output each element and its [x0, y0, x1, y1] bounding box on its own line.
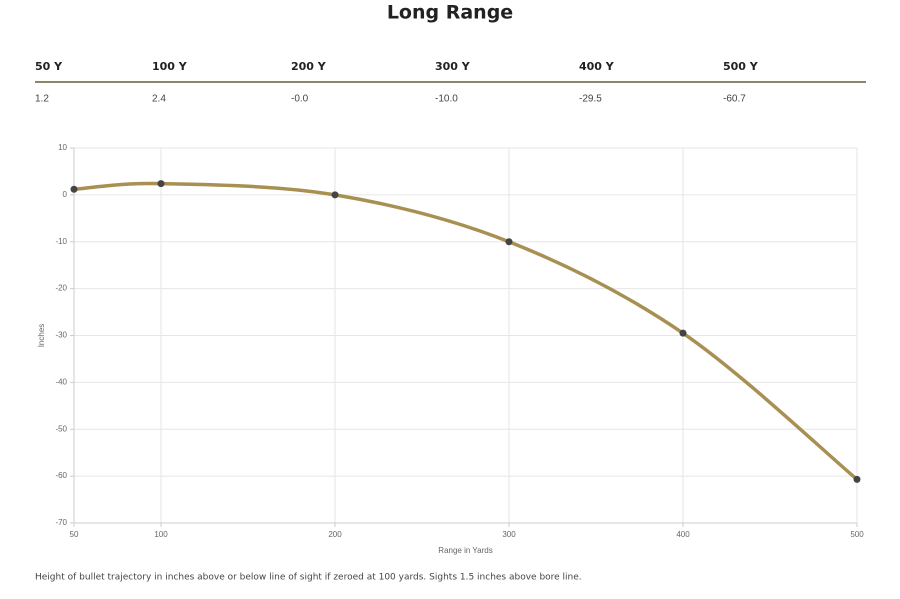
table-header: 50 Y — [35, 60, 63, 73]
data-point — [853, 475, 861, 483]
data-point — [679, 329, 687, 337]
y-axis-label: Inches — [37, 324, 46, 348]
y-tick-label: -60 — [55, 471, 67, 480]
table-cell: -10.0 — [435, 94, 458, 105]
x-axis-label: Range in Yards — [438, 546, 492, 555]
table-cell: 1.2 — [35, 94, 49, 105]
footnote: Height of bullet trajectory in inches ab… — [35, 573, 582, 583]
y-tick-label: 10 — [58, 143, 67, 152]
y-tick-label: -40 — [55, 377, 67, 386]
trajectory-line — [73, 181, 859, 481]
x-tick-label: 200 — [328, 530, 342, 539]
y-tick-label: -50 — [55, 424, 67, 433]
page-title: Long Range — [387, 2, 513, 24]
y-tick-label: -70 — [55, 518, 67, 527]
x-tick-label: 400 — [676, 530, 690, 539]
x-tick-label: 100 — [154, 530, 168, 539]
data-point — [505, 238, 513, 246]
y-tick-label: -10 — [55, 237, 67, 246]
x-tick-label: 50 — [70, 530, 79, 539]
table-header: 500 Y — [723, 60, 759, 73]
data-point — [331, 191, 339, 199]
table-cell: -29.5 — [579, 94, 602, 105]
table-cell: -0.0 — [291, 94, 309, 105]
x-tick-label: 500 — [850, 530, 864, 539]
table-header: 200 Y — [291, 60, 327, 73]
y-tick-label: -30 — [55, 331, 67, 340]
table-cell: -60.7 — [723, 94, 746, 105]
table-header: 400 Y — [579, 60, 615, 73]
y-tick-label: 0 — [63, 190, 68, 199]
data-point — [157, 180, 165, 188]
table-header: 300 Y — [435, 60, 471, 73]
table-header: 100 Y — [152, 60, 188, 73]
table-cell: 2.4 — [152, 94, 166, 105]
x-tick-label: 300 — [502, 530, 516, 539]
y-tick-label: -20 — [55, 284, 67, 293]
data-point — [70, 185, 78, 193]
